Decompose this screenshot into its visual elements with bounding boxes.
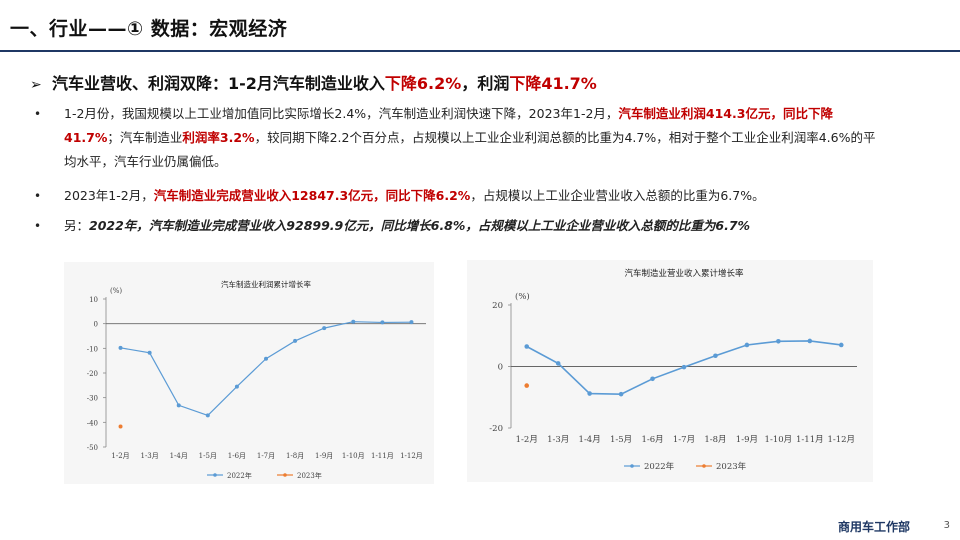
data-point (838, 342, 844, 348)
x-tick-label: 1-4月 (170, 452, 188, 460)
x-tick-label: 1-3月 (547, 435, 569, 445)
bullet-text: 1-2月份，我国规模以上工业增加值同比实际增长2.4%，汽车制造业利润快速下降，… (64, 102, 884, 174)
x-tick-label: 1-10月 (342, 452, 365, 460)
legend-label: 2023年 (297, 471, 322, 480)
data-point (234, 384, 239, 389)
page-title: 一、行业——① 数据：宏观经济 (10, 18, 288, 40)
data-point (322, 326, 327, 331)
x-tick-label: 1-11月 (371, 452, 394, 460)
y-tick-label: -50 (87, 444, 98, 452)
data-point (380, 320, 385, 325)
bullet-segment: 2023年1-2月， (64, 188, 154, 203)
bullet-dot: • (34, 107, 42, 121)
data-point (713, 353, 718, 359)
data-point (776, 338, 781, 344)
title-divider (0, 50, 960, 52)
bullet-dot: • (34, 189, 42, 203)
data-point (650, 376, 655, 382)
revenue-growth-chart: 汽车制造业营业收入累计增长率 (%) 20 0 -20 1-2月 1-3月 1-4月 1-5月 1… (467, 260, 873, 482)
y-axis-unit: (%) (515, 291, 530, 302)
headline-part3: ，利润 (461, 74, 510, 93)
x-tick-label: 1-8月 (286, 452, 304, 460)
x-tick-label: 1-12月 (400, 452, 423, 460)
data-point (618, 391, 624, 397)
y-axis-unit: (%) (110, 287, 122, 295)
x-tick-label: 1-2月 (111, 452, 129, 460)
headline-profit-drop: 下降41.7% (509, 74, 597, 93)
bullet-segment: ；汽车制造业 (107, 130, 183, 145)
bullet-segment: 另： (64, 218, 90, 233)
legend-label: 2022年 (227, 471, 252, 480)
data-point (118, 345, 123, 350)
profit-chart-svg: 汽车制造业利润累计增长率 (%) 10 0 -10 -20 -30 -40 -50 1-2月 1-3… (87, 279, 426, 480)
data-point (744, 342, 750, 348)
page-number: 3 (943, 520, 950, 531)
bullet-highlight: 利润率3.2% (182, 130, 255, 145)
data-point (524, 344, 530, 349)
y-tick-label: -40 (87, 419, 98, 427)
bullet-segment: 1-2月份，我国规模以上工业增加值同比实际增长2.4%，汽车制造业利润快速下降，… (64, 106, 619, 121)
y-tick-label: 10 (89, 296, 98, 304)
headline-part1: 汽车业营收、利润双降：1-2月汽车制造业收入 (52, 74, 385, 93)
y-tick-label: 0 (94, 321, 98, 329)
data-point (176, 403, 181, 408)
x-tick-label: 1-8月 (704, 435, 726, 445)
x-tick-label: 1-5月 (199, 452, 217, 460)
x-tick-label: 1-6月 (228, 452, 246, 460)
data-point (409, 320, 414, 325)
department-label: 商用车工作部 (837, 520, 910, 534)
x-tick-label: 1-5月 (610, 435, 632, 445)
x-tick-label: 1-3月 (140, 452, 158, 460)
x-tick-label: 1-11月 (796, 435, 824, 445)
x-tick-label: 1-10月 (765, 435, 793, 445)
profit-growth-chart: 汽车制造业利润累计增长率 (%) 10 0 -10 -20 -30 -40 -50 1-2月 1-3… (64, 262, 434, 484)
bullet-text: 另：2022年，汽车制造业完成营业收入92899.9亿元，同比增长6.8%，占规… (64, 214, 884, 238)
x-tick-label: 1-12月 (827, 435, 855, 445)
bullet-highlight: 2022年，汽车制造业完成营业收入92899.9亿元，同比增长6.8%，占规模以… (89, 218, 751, 233)
x-tick-label: 1-9月 (315, 452, 333, 460)
y-tick-label: -10 (87, 345, 98, 353)
data-point (587, 391, 592, 396)
x-tick-label: 1-4月 (579, 435, 601, 445)
chart-title: 汽车制造业利润累计增长率 (221, 279, 311, 289)
headline: ➢ 汽车业营收、利润双降：1-2月汽车制造业收入下降6.2%，利润下降41.7% (30, 70, 597, 94)
bullet-highlight: 汽车制造业利润414.3亿元，同比下降41.7% (64, 106, 833, 145)
bullet-text: 2023年1-2月，汽车制造业完成营业收入12847.3亿元，同比下降6.2%，… (64, 184, 884, 208)
data-point (524, 383, 530, 388)
arrow-bullet-icon: ➢ (30, 77, 42, 93)
bullet-highlight: 汽车制造业完成营业收入12847.3亿元，同比下降6.2% (153, 188, 471, 203)
data-point (293, 338, 298, 343)
x-tick-label: 1-2月 (516, 435, 538, 445)
y-tick-label: -20 (489, 424, 503, 434)
data-point (555, 361, 561, 366)
data-point (351, 319, 356, 324)
data-point (681, 364, 687, 370)
y-tick-label: -20 (87, 370, 98, 378)
x-tick-label: 1-7月 (257, 452, 275, 460)
legend-label: 2023年 (716, 461, 747, 472)
x-tick-label: 1-6月 (641, 435, 663, 445)
bullet-dot: • (34, 219, 42, 233)
series-line (120, 321, 412, 417)
chart-title: 汽车制造业营业收入累计增长率 (624, 268, 744, 279)
data-point (147, 350, 152, 355)
data-point (807, 338, 813, 344)
data-point (205, 413, 210, 418)
data-point (118, 424, 123, 429)
y-tick-label: -30 (87, 395, 98, 403)
bullet-segment: ，较同期下降2.2个百分点，占规模以上工业企业利润总额的比重为4.7%，相对于整… (64, 130, 876, 169)
bullet-segment: ，占规模以上工业企业营业收入总额的比重为6.7%。 (470, 188, 765, 203)
legend-label: 2022年 (644, 461, 675, 472)
x-tick-label: 1-7月 (673, 435, 695, 445)
headline-revenue-drop: 下降6.2% (384, 74, 462, 93)
x-tick-label: 1-9月 (736, 435, 758, 445)
y-tick-label: 0 (498, 363, 503, 373)
legend-swatch-dot (283, 473, 287, 477)
legend-swatch-dot (702, 464, 706, 468)
revenue-chart-svg: 汽车制造业营业收入累计增长率 (%) 20 0 -20 1-2月 1-3月 1-4月 1-5月 1… (489, 268, 857, 472)
legend-swatch-dot (630, 464, 634, 468)
legend-swatch-dot (213, 473, 217, 477)
data-point (264, 356, 268, 361)
y-tick-label: 20 (492, 301, 503, 311)
